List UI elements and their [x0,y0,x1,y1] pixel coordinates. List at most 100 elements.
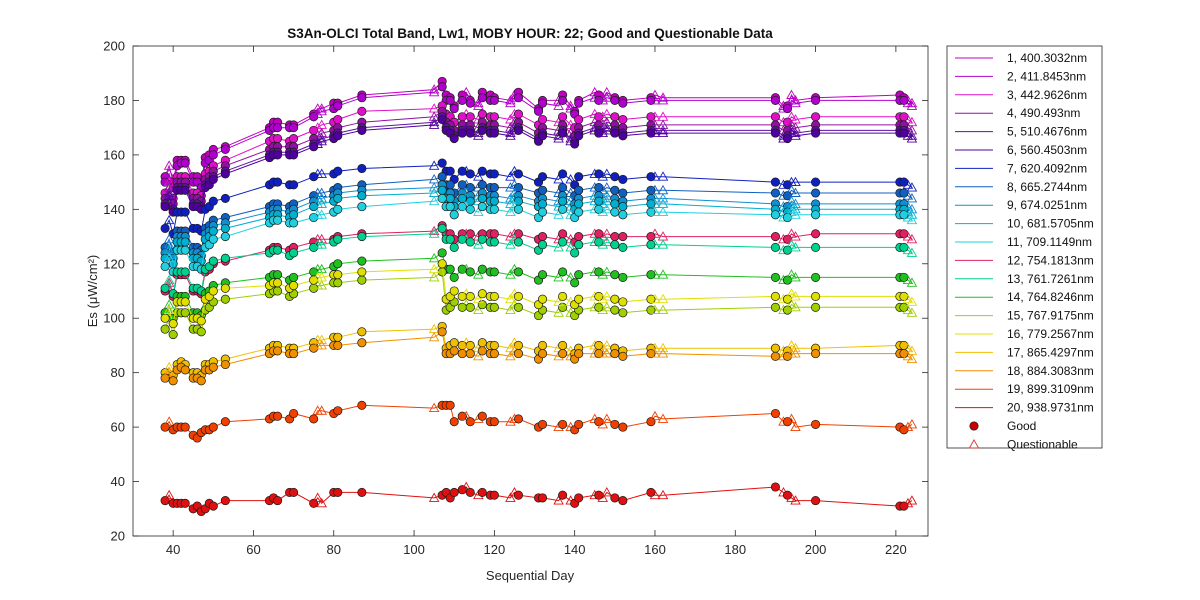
good-point [208,234,218,244]
good-point [333,270,343,280]
questionable-point [906,495,918,505]
good-point [160,223,170,233]
x-axis: 40 60 80 100 120 140 160 180 200 220 [166,46,907,557]
questionable-point [786,492,797,502]
questionable-point [657,95,669,105]
y-tick-label: 60 [111,420,125,435]
good-point [272,278,283,288]
good-point [811,210,821,220]
good-point [537,349,548,359]
good-point [558,169,568,179]
good-point [811,95,821,105]
questionable-point [163,190,175,200]
questionable-point [906,307,918,317]
questionable-point [786,228,797,238]
good-point [574,172,584,182]
questionable-point [553,307,564,317]
x-tick-label: 220 [885,542,907,557]
good-point [489,237,499,247]
good-point [558,196,568,206]
questionable-point [649,269,661,279]
good-point [333,259,343,269]
good-point [160,202,170,212]
y-tick-label: 160 [103,147,125,162]
questionable-point [428,228,440,238]
good-point [160,261,170,272]
questionable-point [786,288,797,298]
questionable-point [657,413,669,423]
questionable-point [553,495,564,505]
legend-entry: 12, 754.1813nm [1007,253,1094,267]
good-point [574,207,584,217]
questionable-point [906,247,918,257]
good-point [618,351,628,361]
questionable-point [553,242,564,252]
good-point [537,114,548,125]
good-point [574,232,584,242]
questionable-point [312,138,323,148]
legend-entry: 8, 665.2744nm [1007,180,1087,194]
good-point [770,188,780,198]
questionable-point [316,168,327,178]
good-point [289,218,299,228]
good-point [646,128,656,138]
x-tick-label: 120 [484,542,506,557]
good-point [489,229,499,239]
good-point [537,419,548,429]
questionable-point [505,130,516,140]
good-point [180,245,190,255]
good-point [208,150,218,160]
questionable-point [906,182,918,192]
good-point [537,270,548,280]
y-tick-label: 120 [103,256,125,271]
good-point [570,139,580,149]
good-point [220,496,230,506]
questionable-point [316,497,327,508]
questionable-point [786,127,797,138]
good-point [811,272,821,282]
legend-marker-label: Good [1007,419,1036,433]
good-point [489,95,499,105]
questionable-point [601,124,613,135]
good-point [618,188,628,198]
good-point [618,422,628,432]
questionable-point [473,239,484,249]
good-point [770,482,780,492]
good-point [513,204,524,214]
legend-entry: 20, 938.9731nm [1007,401,1094,415]
series-13 [160,223,918,299]
good-point [811,112,821,122]
good-point [272,346,283,356]
plot-area [132,45,929,537]
good-point [160,283,170,293]
good-point [457,234,467,244]
good-point [574,294,584,304]
questionable-point [473,171,484,181]
good-point [465,267,475,277]
good-point [489,169,499,179]
questionable-point [790,421,801,432]
good-point [610,128,620,138]
good-point [272,150,283,160]
good-point [618,114,628,125]
good-point [445,193,455,203]
questionable-point [597,304,609,315]
good-point [477,346,487,356]
questionable-point [906,277,918,287]
questionable-point [163,489,175,500]
questionable-point [790,203,801,214]
good-point [333,234,343,244]
good-point [220,359,230,370]
good-point [180,237,190,247]
good-point [272,123,283,133]
questionable-point [657,206,669,217]
good-point [437,82,447,92]
good-point [618,308,628,318]
series-19 [160,400,918,443]
good-point [574,185,584,195]
questionable-point [790,198,801,208]
good-point [513,291,524,301]
questionable-point [473,350,484,361]
questionable-point [505,416,516,426]
good-point [168,376,178,386]
